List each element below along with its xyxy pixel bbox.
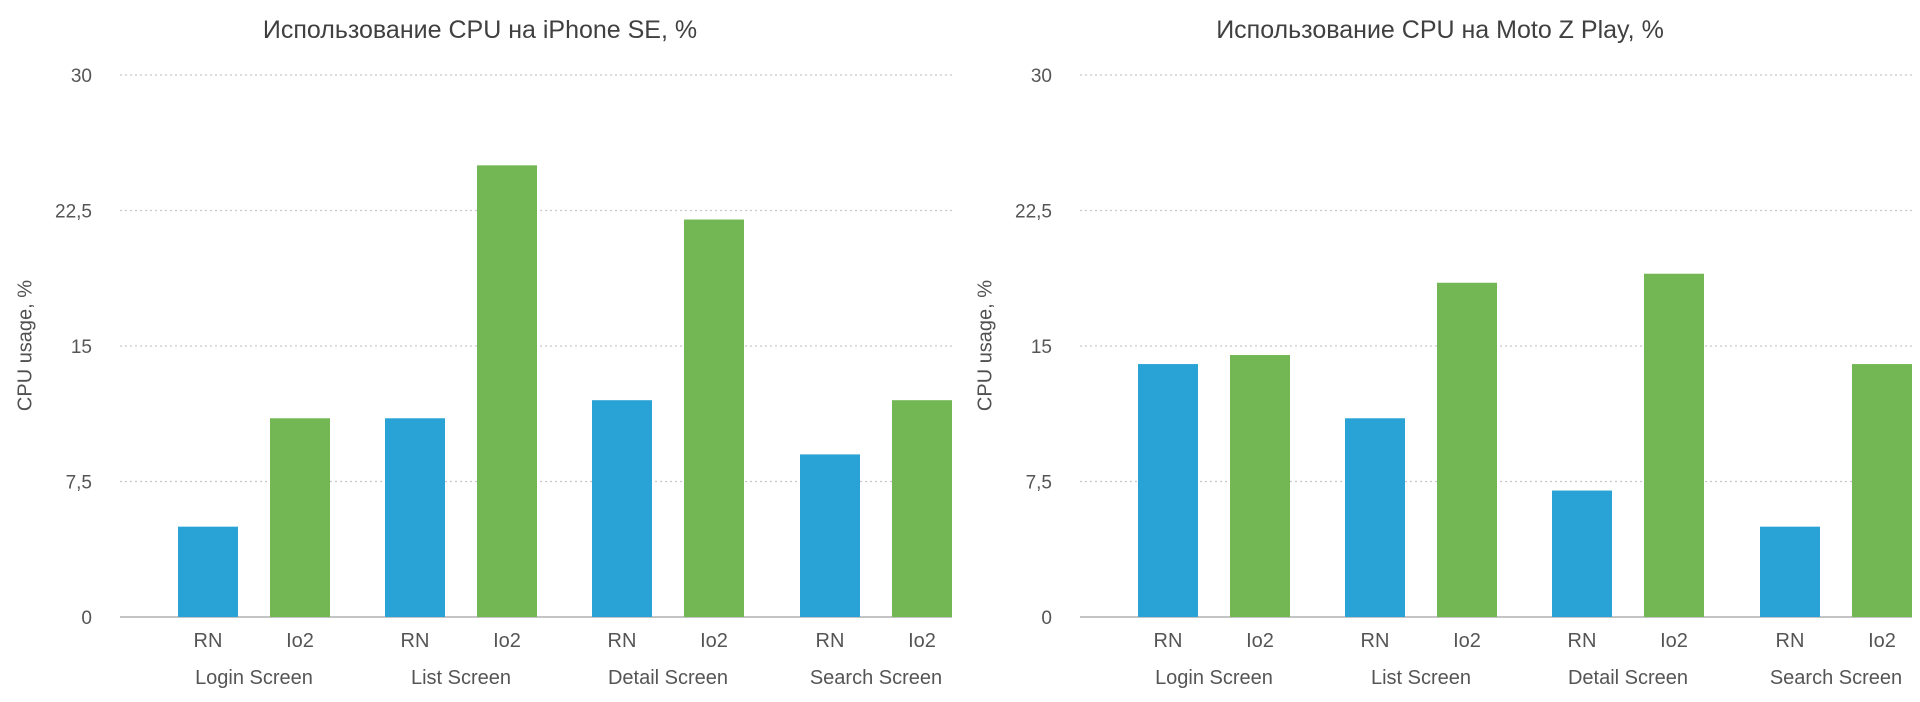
bar-rn — [592, 400, 652, 617]
y-tick-label: 30 — [71, 66, 92, 87]
y-tick-label: 30 — [1031, 66, 1052, 87]
bar-rn — [385, 418, 445, 617]
bar-rn — [1760, 526, 1820, 617]
bar-io2 — [270, 418, 330, 617]
bar-io2 — [1852, 364, 1912, 617]
bar-category-label: Io2 — [1660, 630, 1688, 652]
plot-area: 0 7,5 15 22,5 30 RN Io2 Login Screen RN Io2 List S… — [1015, 66, 1912, 689]
chart-title: Использование CPU на iPhone SE, % — [262, 16, 698, 44]
group-label: List Screen — [411, 667, 511, 689]
group-label: Login Screen — [195, 667, 313, 689]
bar-category-label: Io2 — [700, 630, 728, 652]
group-label: Login Screen — [1155, 667, 1273, 689]
y-tick-label: 22,5 — [1015, 202, 1052, 223]
chart-iphone-se: Использование CPU на iPhone SE, % CPU us… — [15, 16, 952, 689]
bar-category-label: Io2 — [286, 630, 314, 652]
y-tick-label: 15 — [1031, 337, 1052, 358]
bar-category-label: Io2 — [493, 630, 521, 652]
chart-title: Использование CPU на Moto Z Play, % — [1216, 16, 1664, 44]
bar-category-label: RN — [1154, 630, 1183, 652]
bar-category-label: RN — [1361, 630, 1390, 652]
bar-category-label: RN — [194, 630, 223, 652]
bar-category-label: Io2 — [1453, 630, 1481, 652]
bar-io2 — [1230, 355, 1290, 617]
y-tick-label: 0 — [81, 608, 92, 629]
y-tick-label: 0 — [1041, 608, 1052, 629]
bar-category-label: RN — [608, 630, 637, 652]
bar-io2 — [1644, 273, 1704, 617]
bar-category-label: Io2 — [1868, 630, 1896, 652]
bar-rn — [1552, 490, 1612, 617]
bar-io2 — [477, 165, 537, 618]
y-tick-label: 15 — [71, 337, 92, 358]
y-tick-label: 7,5 — [1026, 473, 1052, 494]
bar-rn — [1138, 364, 1198, 617]
bar-category-label: RN — [401, 630, 430, 652]
group-label: List Screen — [1371, 667, 1471, 689]
bar-io2 — [684, 219, 744, 618]
group-label: Search Screen — [810, 667, 942, 689]
bar-category-label: RN — [1776, 630, 1805, 652]
plot-area: 0 7,5 15 22,5 30 RN Io2 Login Screen RN Io2 List S… — [55, 66, 952, 689]
bar-rn — [178, 526, 238, 617]
group-label: Detail Screen — [608, 667, 728, 689]
bar-category-label: Io2 — [908, 630, 936, 652]
y-tick-label: 7,5 — [66, 473, 92, 494]
bar-category-label: RN — [816, 630, 845, 652]
bar-category-label: Io2 — [1246, 630, 1274, 652]
group-label: Search Screen — [1770, 667, 1902, 689]
bar-io2 — [892, 400, 952, 617]
bar-io2 — [1437, 282, 1497, 617]
bar-category-label: RN — [1568, 630, 1597, 652]
bar-rn — [1345, 418, 1405, 617]
chart-moto-z-play: Использование CPU на Moto Z Play, % CPU … — [960, 0, 1920, 702]
y-tick-label: 22,5 — [55, 202, 92, 223]
group-label: Detail Screen — [1568, 667, 1688, 689]
bar-rn — [800, 454, 860, 617]
